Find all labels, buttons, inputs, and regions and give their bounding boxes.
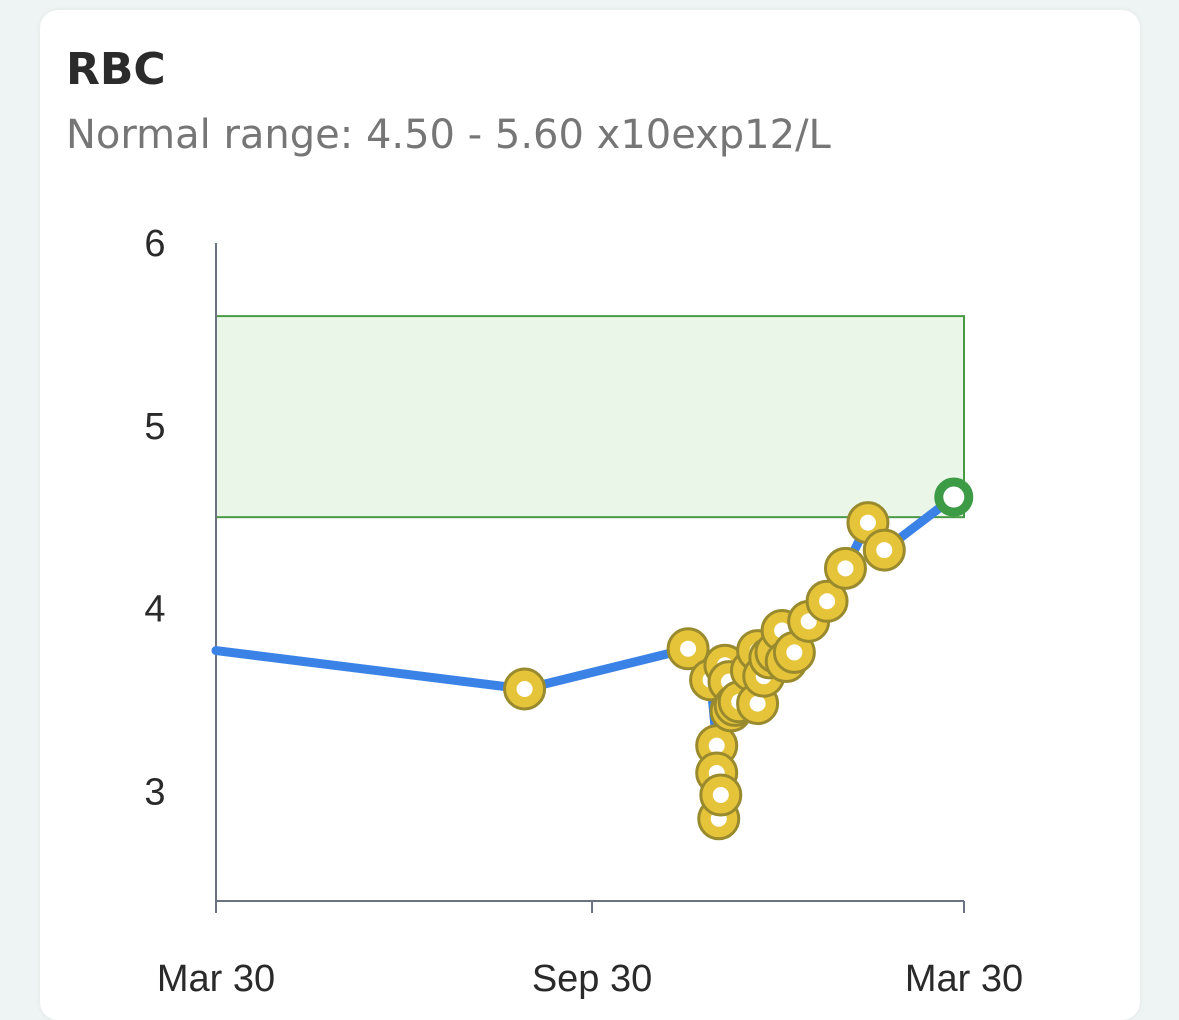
data-point-center [876,542,893,559]
y-tick-label: 4 [144,589,165,631]
data-point [699,773,743,817]
rbc-data-points [503,477,974,841]
rbc-series [211,492,959,824]
data-point [862,528,906,572]
x-tick-labels: Mar 30 Sep 30 Mar 30 [157,901,1023,1000]
normal-range-band [215,315,965,519]
data-point-center [819,593,836,610]
series-line [211,492,959,824]
y-tick-label: 5 [144,406,165,448]
data-point-center [859,514,876,531]
latest-data-point [934,477,974,517]
data-point [503,667,547,711]
x-tick-label: Sep 30 [532,958,652,1000]
x-tick-label: Mar 30 [157,958,275,1000]
data-point-center [837,560,854,577]
normal-range-subtitle: Normal range: 4.50 - 5.60 x10exp12/L [66,112,831,158]
y-tick-label: 6 [144,223,165,265]
data-point-center [800,613,817,630]
data-point-center [749,695,766,712]
x-tick-label: Mar 30 [905,958,1023,1000]
data-point [666,627,710,671]
data-point [823,546,867,590]
y-tick-labels: 3 4 5 6 [144,223,165,813]
data-point-center [708,737,725,754]
chart-title: RBC [66,44,166,95]
data-point-center [680,640,697,657]
data-point-center [712,786,729,803]
data-point-center [786,644,803,661]
data-point [805,579,849,623]
data-point-center [516,680,533,697]
y-tick-label: 3 [144,771,165,813]
